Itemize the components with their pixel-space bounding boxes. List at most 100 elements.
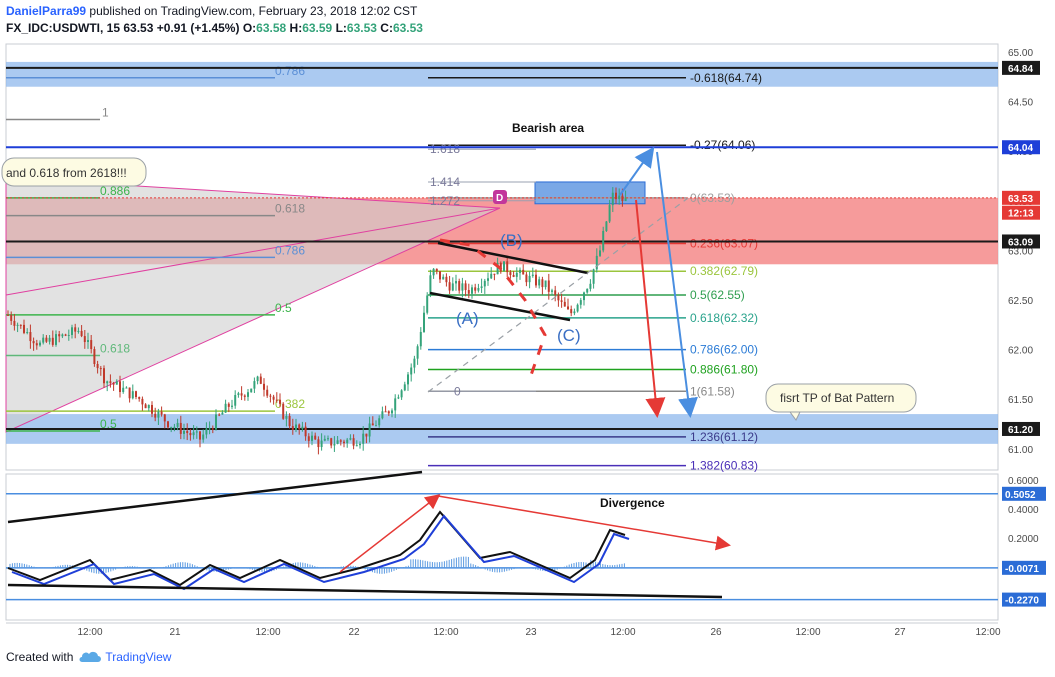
candle-body <box>615 192 617 200</box>
time-axis-tick-10: 12:00 <box>975 627 1000 638</box>
candle-body <box>202 434 205 440</box>
candle-body <box>55 334 57 345</box>
candle-body <box>71 327 73 335</box>
candle-body <box>384 411 387 413</box>
candle-body <box>215 414 217 430</box>
candle-body <box>439 271 441 280</box>
candle-body <box>490 273 493 279</box>
time-axis-tick-9: 27 <box>894 627 906 638</box>
time-axis-tick-7: 26 <box>710 627 722 638</box>
candle-body <box>413 358 416 368</box>
candle-body <box>522 269 525 275</box>
candle-body <box>336 440 339 444</box>
candle-body <box>480 286 483 289</box>
candle-body <box>195 431 198 433</box>
candle-body <box>339 440 342 442</box>
price-tag-0 <box>1002 60 1040 75</box>
candle-body <box>218 414 221 416</box>
fib-level-label-11: 1.382(60.83) <box>690 459 758 473</box>
candle-body <box>147 404 150 409</box>
time-axis-tick-3: 22 <box>348 627 360 638</box>
tradingview-link[interactable]: TradingView <box>79 650 171 664</box>
candle-body <box>419 331 422 347</box>
candle-body <box>391 410 393 414</box>
candle-body <box>42 337 45 343</box>
candle-body <box>96 363 99 369</box>
price-axis-tick-6: 62.00 <box>1008 346 1033 357</box>
candle-body <box>445 276 448 283</box>
price-tag-2 <box>1002 190 1040 205</box>
candle-body <box>176 422 179 427</box>
candle-body <box>39 342 41 346</box>
fib-left-label-0: 0.786 <box>275 64 305 78</box>
candle-body <box>618 195 621 200</box>
osc-line-blue <box>11 514 630 591</box>
candle-body <box>234 395 237 406</box>
candle-body <box>621 195 624 202</box>
time-axis-tick-5: 23 <box>525 627 537 638</box>
candle-body <box>10 314 13 321</box>
candle-body <box>189 433 192 436</box>
candle-body <box>247 392 249 397</box>
candle-body <box>224 403 227 413</box>
price-tag-5 <box>1002 421 1040 436</box>
candle-body <box>397 397 400 399</box>
candle-body <box>74 327 77 332</box>
low-value: 63.53 <box>346 21 377 35</box>
candle-body <box>586 288 589 293</box>
fib-left-label-8: 0.5 <box>100 417 117 431</box>
callout-tp-box <box>765 383 917 413</box>
candle-body <box>515 272 518 277</box>
candle-body <box>362 433 365 444</box>
wave-b-label: (B) <box>500 231 523 250</box>
candle-body <box>314 435 317 440</box>
candle-body <box>528 275 531 283</box>
osc-axis-tick-2: 0.2000 <box>1008 534 1039 545</box>
candle-body <box>394 398 397 411</box>
candle-body <box>253 381 256 389</box>
candle-body <box>359 443 361 446</box>
candle-body <box>435 268 438 272</box>
fib-left-label-2: 0.886 <box>100 184 130 198</box>
chart-header: DanielParra99 published on TradingView.c… <box>6 3 423 37</box>
close-value: 63.53 <box>392 21 423 35</box>
candle-body <box>272 396 275 400</box>
candle-body <box>266 389 269 396</box>
candle-body <box>512 274 515 277</box>
time-axis-tick-8: 12:00 <box>795 627 820 638</box>
candle-body <box>541 279 544 288</box>
candle-body <box>595 255 598 270</box>
author-link[interactable]: DanielParra99 <box>6 4 87 18</box>
callout-tp-text: fisrt TP of Bat Pattern <box>780 391 894 405</box>
high-label: H: <box>289 21 303 35</box>
price-tag-label-5: 61.20 <box>1008 425 1033 436</box>
candle-body <box>429 275 432 296</box>
callout-top-text: and 0.618 from 2618!!! <box>6 166 127 180</box>
candle-body <box>103 368 105 384</box>
candle-body <box>535 274 537 286</box>
candle-body <box>346 439 349 444</box>
candle-body <box>282 403 285 419</box>
candle-body <box>170 426 173 428</box>
fib-level-label-1: -0.27(64.06) <box>690 138 755 152</box>
candle-body <box>58 334 61 337</box>
fib-level-label-8: 0.886(61.80) <box>690 362 758 376</box>
candle-body <box>608 205 611 222</box>
osc-line-black <box>7 510 626 587</box>
candle-body <box>67 334 70 336</box>
candle-body <box>432 268 435 276</box>
price-chart[interactable]: 0.78610.8860.6180.7860.50.6180.3820.5-0.… <box>0 0 1055 645</box>
triangle-lower <box>429 291 571 322</box>
candle-body <box>211 428 214 430</box>
down-arrow-blue <box>656 151 698 418</box>
candle-body <box>259 376 262 384</box>
price-axis-tick-5: 62.50 <box>1008 296 1033 307</box>
candle-body <box>493 273 496 275</box>
candle-body <box>573 311 576 314</box>
bearish-area-label: Bearish area <box>512 121 584 135</box>
candle-body <box>19 324 22 326</box>
candle-body <box>157 411 160 418</box>
fib-left-label-4: 0.786 <box>275 243 305 257</box>
candle-body <box>61 334 64 337</box>
fib-left-label-3: 0.618 <box>275 202 305 216</box>
